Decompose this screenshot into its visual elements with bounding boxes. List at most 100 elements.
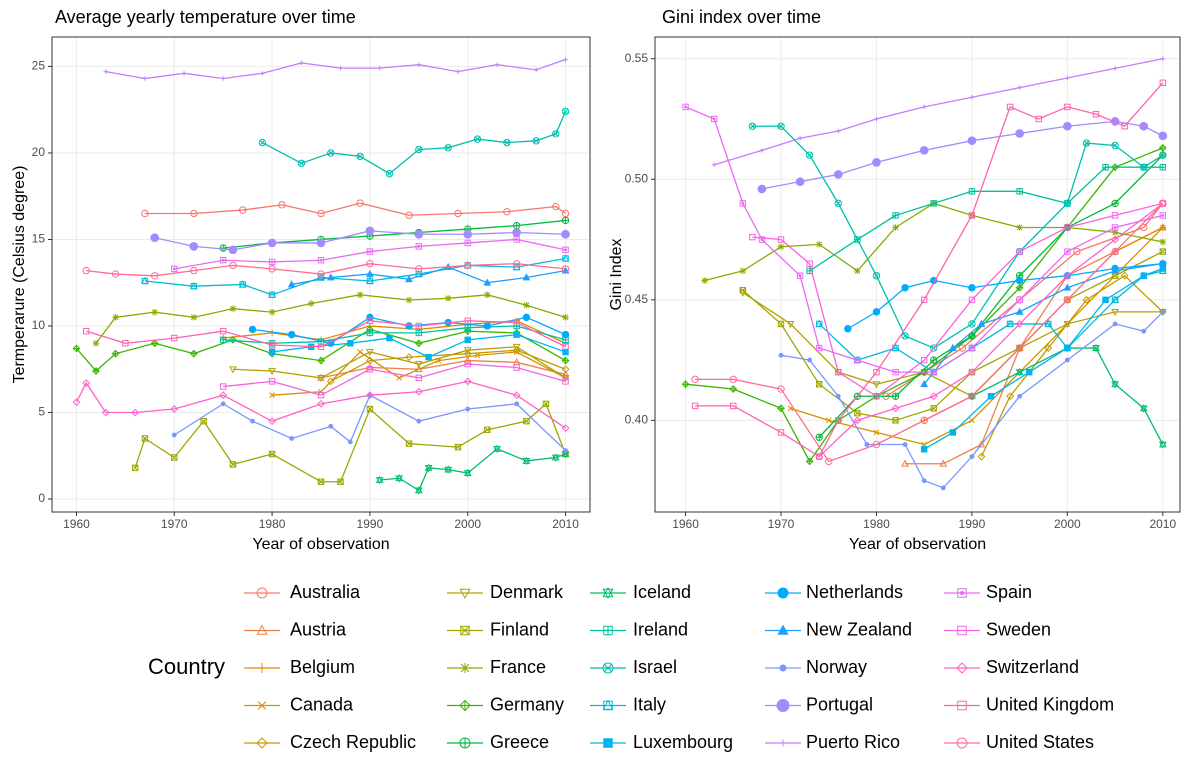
marker-part [258, 138, 267, 147]
marker-part [141, 276, 149, 284]
legend-marker [603, 738, 613, 748]
marker-part [603, 738, 613, 748]
marker-part [326, 377, 335, 386]
marker-part [513, 319, 520, 326]
marker-part [200, 418, 207, 425]
marker-part [892, 417, 899, 424]
point [189, 349, 198, 358]
point [777, 404, 785, 413]
point [424, 463, 433, 473]
point [748, 122, 757, 130]
marker-part [406, 440, 412, 447]
point [356, 291, 364, 299]
marker-part [464, 261, 472, 270]
point [874, 116, 879, 122]
marker-part [460, 625, 470, 636]
marker-part [1102, 296, 1109, 304]
point [1111, 379, 1119, 389]
point [513, 319, 520, 326]
marker-part [189, 349, 198, 358]
marker-part [749, 123, 756, 130]
point [1102, 296, 1109, 304]
point [405, 296, 413, 304]
series-line [144, 202, 566, 216]
marker-part [317, 399, 325, 408]
series-line [223, 325, 566, 344]
marker-part [562, 217, 569, 224]
point [366, 391, 374, 400]
marker-part [777, 624, 789, 635]
point [977, 440, 986, 448]
point [189, 281, 198, 290]
marker-part [825, 457, 833, 466]
marker-part [474, 136, 481, 143]
marker-part [444, 144, 452, 152]
marker-part [415, 146, 422, 153]
point [968, 344, 976, 352]
point [142, 76, 148, 81]
point [366, 317, 374, 325]
marker-part [1139, 121, 1149, 131]
marker-part [1159, 248, 1167, 255]
marker-part [739, 287, 746, 294]
marker-part [260, 71, 265, 76]
marker-part [1016, 224, 1023, 231]
marker-part [460, 738, 470, 748]
marker-part [522, 313, 531, 322]
marker-part [317, 374, 325, 383]
marker-part [1063, 121, 1072, 131]
point [815, 453, 823, 460]
marker-part [111, 349, 120, 358]
marker-part [1064, 103, 1071, 111]
legend-label: Sweden [986, 619, 1051, 639]
point [92, 340, 100, 347]
marker-part [513, 364, 520, 371]
marker-part [503, 139, 510, 146]
legend-label: Israel [633, 657, 677, 677]
point [513, 364, 520, 371]
y-tick-label: 20 [32, 145, 46, 159]
marker-part [257, 663, 267, 673]
marker-part [289, 436, 295, 441]
legend-label: Iceland [633, 582, 691, 602]
point [463, 229, 473, 239]
point [219, 327, 227, 335]
marker-part [968, 392, 976, 400]
marker-part [73, 345, 80, 352]
point [190, 314, 198, 321]
marker-part [891, 404, 900, 413]
point [317, 391, 325, 399]
legend-label: Greece [490, 732, 549, 752]
point [561, 356, 570, 365]
marker-part [864, 442, 870, 447]
marker-part [219, 244, 227, 252]
marker-part [463, 377, 472, 386]
marker-part [1016, 248, 1023, 255]
marker-part [1015, 369, 1024, 377]
marker-part [1016, 188, 1023, 195]
point [958, 344, 967, 352]
marker-part [82, 266, 90, 275]
marker-part [805, 457, 814, 466]
point [1073, 247, 1081, 256]
point [835, 417, 842, 424]
point [561, 370, 570, 378]
marker-part [892, 417, 899, 424]
marker-part [190, 266, 198, 275]
point [1015, 129, 1024, 138]
marker-part [415, 145, 423, 154]
point [171, 454, 178, 461]
marker-part [141, 435, 149, 442]
marker-part [929, 392, 938, 401]
point [366, 276, 374, 285]
point [864, 442, 870, 447]
marker-part [406, 297, 412, 303]
point [463, 349, 472, 358]
point [691, 402, 699, 410]
point [171, 432, 177, 438]
point [287, 330, 296, 339]
point [415, 322, 423, 330]
marker-part [454, 443, 462, 451]
marker-part [901, 284, 909, 292]
marker-part [777, 320, 785, 328]
